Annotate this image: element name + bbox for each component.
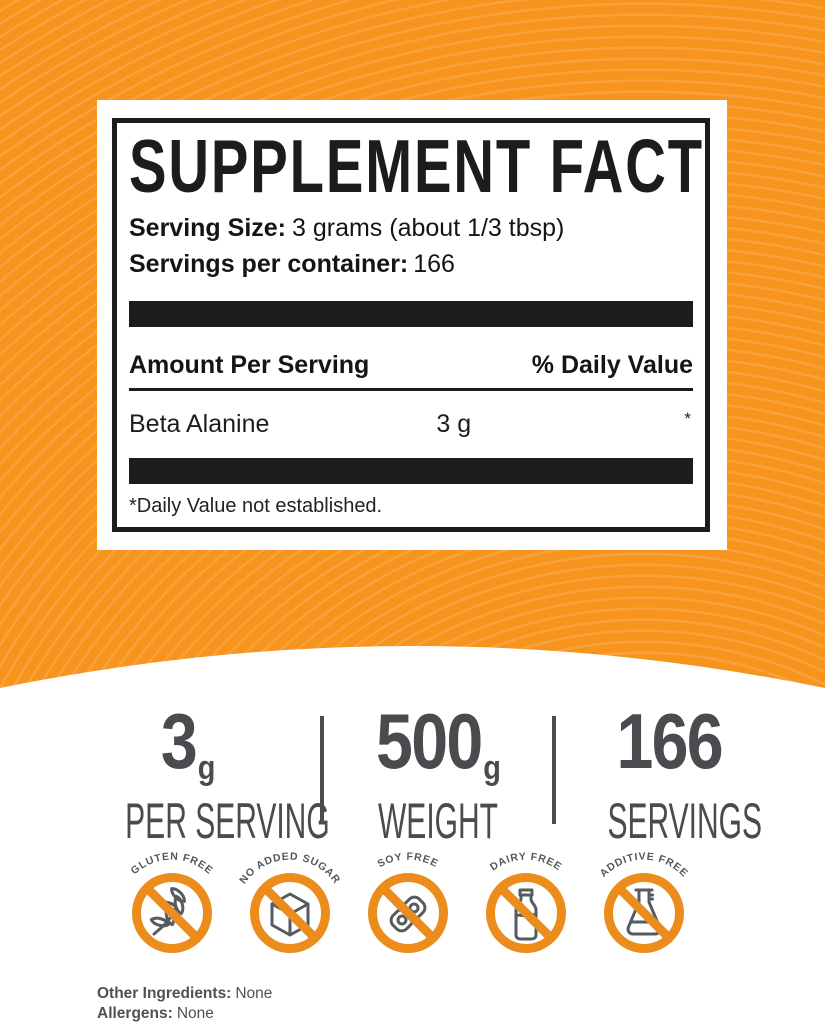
supplement-facts-title: SUPPLEMENT FACTS: [129, 124, 710, 208]
facts-column-headers: Amount Per Serving % Daily Value: [129, 350, 693, 380]
allergens-line: Allergens: None: [97, 1004, 272, 1024]
no-sign: [132, 873, 212, 953]
ingredient-name: Beta Alanine: [129, 410, 270, 438]
badge-additive-free: ADDITIVE FREE: [585, 843, 703, 971]
stat-weight-number: 500g: [376, 702, 501, 795]
stat-unit: g: [482, 749, 501, 787]
badge-label: SOY FREE: [376, 851, 440, 871]
serving-size-value: 3 grams (about 1/3 tbsp): [292, 214, 565, 242]
stat-per-serving-label: PER SERVING: [125, 793, 330, 849]
no-sign: [250, 873, 330, 953]
divider-bar: [129, 458, 693, 484]
no-sign: [604, 873, 684, 953]
badge-no-added-sugar: NO ADDED SUGAR: [231, 843, 349, 971]
badge-gluten-free: GLUTEN FREE: [113, 843, 231, 971]
servings-per-container-line: Servings per container: 166: [129, 249, 693, 279]
badge-label: DAIRY FREE: [488, 851, 563, 874]
stat-per-serving: 3g PER SERVING: [57, 702, 330, 846]
supplement-facts-panel: SUPPLEMENT FACTS Serving Size: 3 grams (a…: [97, 100, 727, 550]
product-stats-row: 3g PER SERVING 500g WEIGHT 166 SERVINGS: [57, 702, 784, 849]
allergens-label: Allergens:: [97, 1005, 173, 1022]
divider-bar: [129, 301, 693, 327]
stats-divider: [320, 716, 324, 824]
stat-weight-label: WEIGHT: [377, 793, 498, 849]
no-sign: [368, 873, 448, 953]
free-from-badges-row: GLUTEN FREE NO: [113, 843, 713, 971]
allergens-value: None: [176, 1005, 214, 1022]
stat-servings: 166 SERVINGS: [556, 702, 784, 849]
hero-bottom-curve: [0, 646, 825, 702]
serving-size-label: Serving Size:: [129, 214, 286, 242]
stats-divider: [552, 716, 556, 824]
stat-value: 500: [375, 697, 483, 785]
other-ingredients-label: Other Ingredients:: [97, 985, 232, 1002]
footer-ingredients: Other Ingredients: None Allergens: None: [97, 984, 272, 1024]
no-sign: [486, 873, 566, 953]
table-row: Beta Alanine 3 g *: [129, 409, 693, 439]
ingredient-daily-value: *: [684, 409, 691, 428]
ingredient-amount: 3 g: [436, 410, 472, 438]
badge-soy-free: SOY FREE: [349, 843, 467, 971]
stat-per-serving-number: 3g: [161, 702, 216, 795]
servings-per-container-value: 166: [413, 250, 455, 278]
stat-unit: g: [198, 749, 216, 787]
daily-value-header: % Daily Value: [531, 351, 693, 379]
other-ingredients-value: None: [235, 985, 273, 1002]
stat-weight: 500g WEIGHT: [324, 702, 552, 849]
stat-value: 166: [616, 697, 723, 785]
serving-size-line: Serving Size: 3 grams (about 1/3 tbsp): [129, 213, 693, 243]
stat-servings-label: SERVINGS: [607, 793, 763, 849]
other-ingredients-line: Other Ingredients: None: [97, 984, 272, 1004]
amount-per-serving-header: Amount Per Serving: [129, 351, 370, 379]
badge-dairy-free: DAIRY FREE: [467, 843, 585, 971]
servings-per-container-label: Servings per container:: [129, 250, 409, 278]
daily-value-footnote: *Daily Value not established.: [129, 495, 383, 517]
stat-servings-number: 166: [616, 702, 723, 795]
svg-text:DAIRY FREE: DAIRY FREE: [488, 851, 564, 874]
supplement-facts-box: SUPPLEMENT FACTS Serving Size: 3 grams (a…: [112, 118, 710, 532]
svg-text:SOY FREE: SOY FREE: [376, 851, 441, 871]
stat-value: 3: [161, 697, 198, 785]
header-rule: [129, 388, 693, 391]
